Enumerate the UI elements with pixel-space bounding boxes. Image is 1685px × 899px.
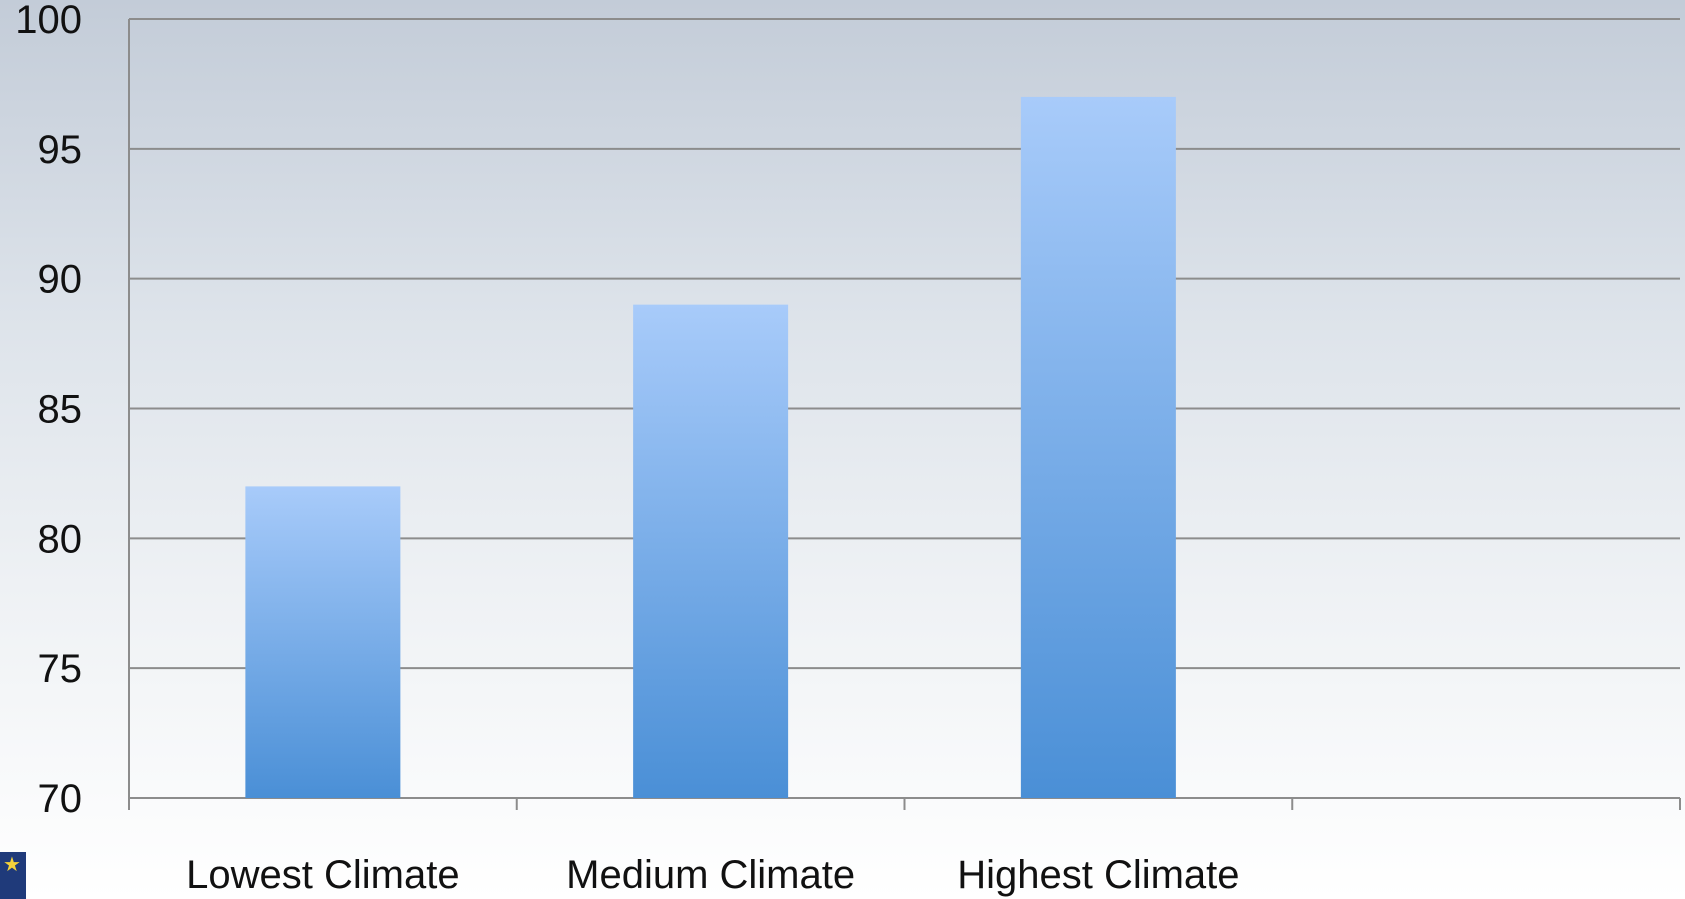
x-category-label: Highest Climate xyxy=(957,853,1239,897)
y-tick-label: 100 xyxy=(15,0,82,42)
star-icon: ★ xyxy=(3,852,21,876)
star-badge-icon: ★ xyxy=(0,852,26,899)
y-tick-label: 90 xyxy=(38,258,83,302)
bar xyxy=(1020,96,1176,798)
bar xyxy=(633,304,789,798)
y-tick-label: 85 xyxy=(38,388,83,432)
x-category-label: Lowest Climate xyxy=(186,853,459,897)
x-category-label: Medium Climate xyxy=(566,853,855,897)
y-tick-label: 70 xyxy=(38,777,83,821)
y-tick-labels: 70 75 80 85 90 95 100 xyxy=(15,0,82,821)
bar xyxy=(245,486,401,798)
bars xyxy=(245,96,1176,798)
x-category-labels: Lowest Climate Medium Climate Highest Clim… xyxy=(186,853,1239,897)
y-tick-label: 95 xyxy=(38,128,83,172)
y-tick-label: 80 xyxy=(38,517,83,561)
y-tick-label: 75 xyxy=(38,647,83,691)
